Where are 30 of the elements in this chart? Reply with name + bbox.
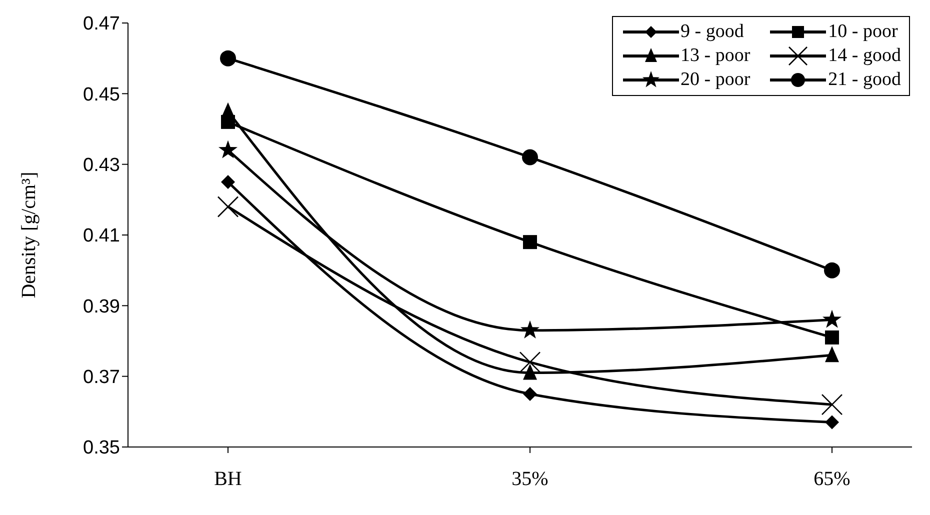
point [520,320,540,338]
y-tick-label: 0.47 [83,14,120,35]
point [822,310,842,328]
point [824,262,840,278]
point [221,175,235,189]
legend-label: 13 - poor [680,45,750,67]
point [825,330,839,344]
legend-label: 20 - poor [680,69,750,91]
point [218,140,238,158]
y-tick-label: 0.43 [83,155,120,176]
legend-label: 10 - poor [828,21,898,43]
y-tick-label: 0.37 [83,367,120,388]
y-tick-label: 0.45 [83,84,120,106]
point [825,346,839,362]
x-tick-label: 35% [512,468,548,490]
legend-label: 14 - good [828,45,901,67]
point [523,235,537,250]
point [825,415,839,430]
y-tick-label: 0.41 [83,226,120,247]
x-tick-label: BH [214,468,242,490]
y-tick-label: 0.35 [83,438,120,459]
legend-label: 21 - good [828,69,901,91]
point [220,50,236,66]
point [523,387,537,401]
point [523,364,537,380]
x-tick-label: 65% [814,468,850,490]
legend-label: 9 - good [680,21,744,43]
point [522,149,538,166]
y-axis-title: Density [g/cm³] [18,172,40,298]
y-tick-label: 0.39 [83,296,120,318]
